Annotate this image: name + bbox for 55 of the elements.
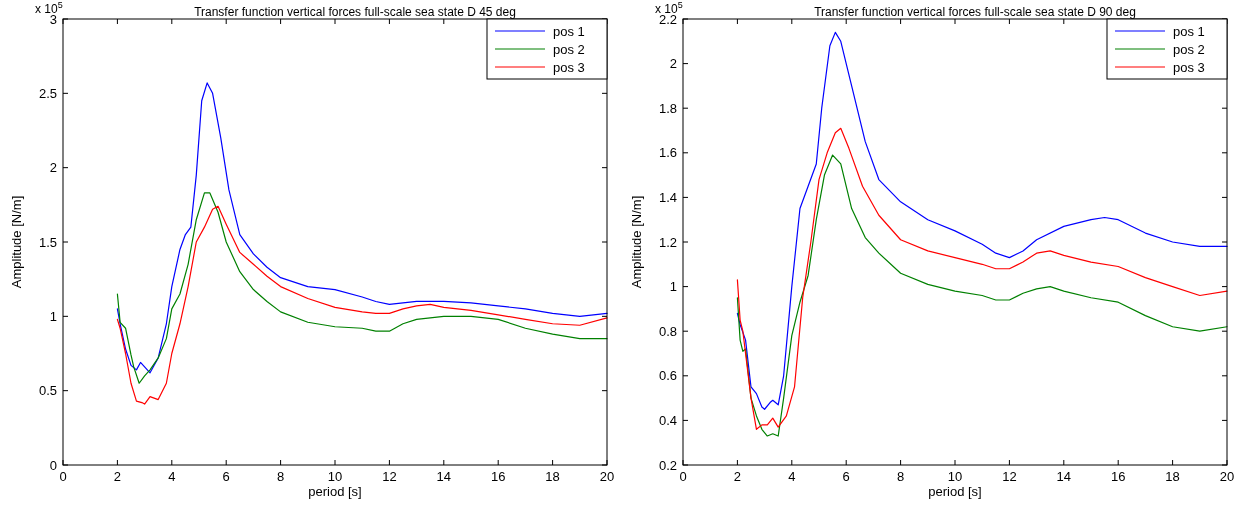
x-tick-label: 8 [276, 469, 285, 484]
y-tick-label: 1.5 [38, 234, 57, 250]
x-tick-label: 16 [1110, 469, 1126, 484]
y-tick-label: 2.5 [38, 85, 57, 101]
x-tick-label: 18 [1165, 469, 1180, 484]
legend-label: pos 3 [1173, 60, 1205, 75]
y-tick-label: 1.6 [658, 145, 677, 161]
x-tick-label: 20 [1219, 469, 1235, 484]
y-tick-label: 2 [49, 160, 57, 176]
legend-label: pos 2 [1173, 42, 1205, 57]
y-tick-label: 2 [669, 56, 677, 72]
x-tick-label: 8 [896, 469, 905, 484]
legend-label: pos 1 [553, 24, 585, 39]
y-tick-label: 0 [49, 457, 57, 473]
chart-title: Transfer function vertical forces full-scale sea state D 45 deg [194, 5, 516, 19]
x-tick-label: 0 [59, 469, 67, 484]
y-tick-label: 1.2 [658, 234, 677, 250]
x-tick-label: 4 [168, 469, 176, 484]
x-tick-label: 12 [382, 469, 397, 484]
x-tick-label: 6 [222, 469, 230, 484]
x-tick-label: 12 [1002, 469, 1017, 484]
legend-label: pos 1 [1173, 24, 1205, 39]
x-tick-label: 14 [1056, 469, 1072, 484]
x-tick-label: 0 [679, 469, 687, 484]
y-tick-label: 1 [49, 308, 57, 324]
x-tick-label: 16 [490, 469, 506, 484]
line-series [116, 82, 608, 374]
y-tick-label: 0.8 [658, 323, 677, 339]
chart-title: Transfer function vertical forces full-scale sea state D 90 deg [814, 5, 1136, 19]
x-tick-label: 10 [327, 469, 343, 484]
x-tick-label: 20 [599, 469, 615, 484]
line-series [116, 205, 608, 405]
y-tick-label: 0.2 [658, 457, 677, 473]
x-tick-label: 2 [113, 469, 122, 484]
x-tick-label: 10 [947, 469, 963, 484]
y-tick-label: 0.5 [38, 383, 57, 399]
y-tick-label: 1.4 [658, 189, 677, 205]
y-axis-title: Amplitude [N/m] [9, 195, 24, 289]
y-tick-label: 0.6 [658, 368, 677, 384]
x-tick-label: 2 [733, 469, 742, 484]
legend-label: pos 3 [553, 60, 585, 75]
x-tick-label: 6 [842, 469, 850, 484]
x-tick-label: 14 [436, 469, 452, 484]
legend-label: pos 2 [553, 42, 585, 57]
x-tick-label: 4 [788, 469, 796, 484]
y-tick-label: 1.8 [658, 100, 677, 116]
text: x 10$^{5}$ [35, 0, 63, 16]
x-axis-title: period [s] [308, 484, 362, 499]
line-series [116, 192, 608, 384]
x-axis-title: period [s] [928, 484, 982, 499]
x-tick-label: 18 [545, 469, 560, 484]
y-axis-title: Amplitude [N/m] [629, 195, 644, 289]
y-tick-label: 0.4 [658, 412, 677, 428]
text: x 10$^{5}$ [655, 0, 683, 16]
y-tick-label: 1 [669, 279, 677, 295]
